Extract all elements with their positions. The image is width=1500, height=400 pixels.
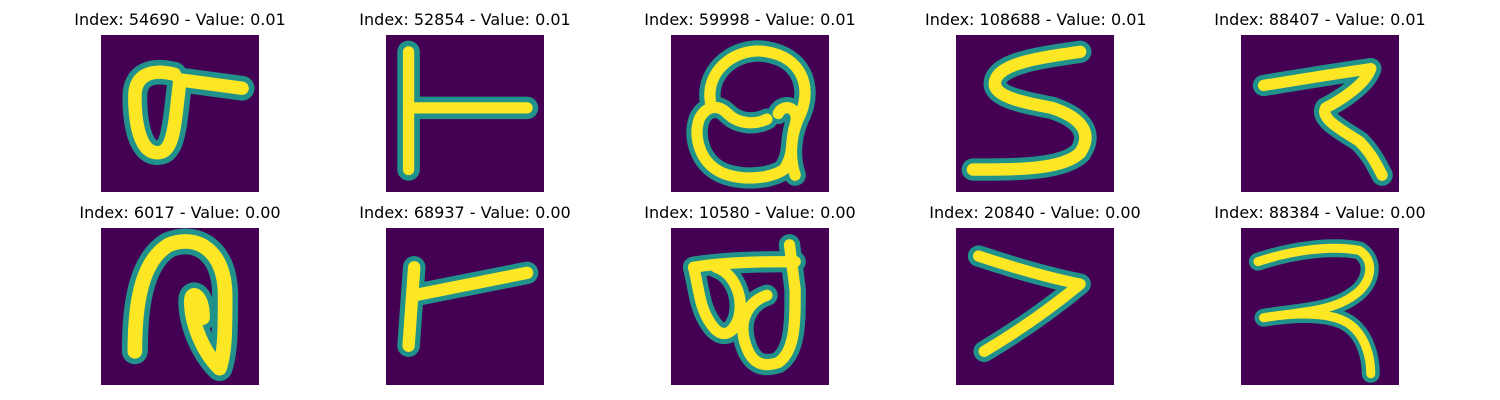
panel: Index: 20840 - Value: 0.00 [925,203,1145,383]
panel-title: Index: 59998 - Value: 0.01 [640,10,860,30]
digit-image [1241,228,1399,385]
panel-title: Index: 52854 - Value: 0.01 [355,10,575,30]
panel: Index: 52854 - Value: 0.01 [355,10,575,190]
panel-title: Index: 20840 - Value: 0.00 [925,203,1145,223]
panel: Index: 108688 - Value: 0.01 [925,10,1145,190]
panel-title: Index: 10580 - Value: 0.00 [640,203,860,223]
panel: Index: 54690 - Value: 0.01 [70,10,290,190]
panel: Index: 68937 - Value: 0.00 [355,203,575,383]
digit-image [101,35,259,192]
digit-image [386,228,544,385]
panel-title: Index: 68937 - Value: 0.00 [355,203,575,223]
digit-image [956,35,1114,192]
digit-image [101,228,259,385]
panel: Index: 6017 - Value: 0.00 [70,203,290,383]
panel: Index: 88384 - Value: 0.00 [1210,203,1430,383]
panel-title: Index: 88407 - Value: 0.01 [1210,10,1430,30]
panel-title: Index: 88384 - Value: 0.00 [1210,203,1430,223]
panel-title: Index: 54690 - Value: 0.01 [70,10,290,30]
panel-title: Index: 108688 - Value: 0.01 [925,10,1145,30]
panel-title: Index: 6017 - Value: 0.00 [70,203,290,223]
panel: Index: 10580 - Value: 0.00 [640,203,860,383]
panel: Index: 59998 - Value: 0.01 [640,10,860,190]
digit-image [956,228,1114,385]
digit-image [671,228,829,385]
digit-image [671,35,829,192]
panel: Index: 88407 - Value: 0.01 [1210,10,1430,190]
digit-image [386,35,544,192]
digit-image [1241,35,1399,192]
